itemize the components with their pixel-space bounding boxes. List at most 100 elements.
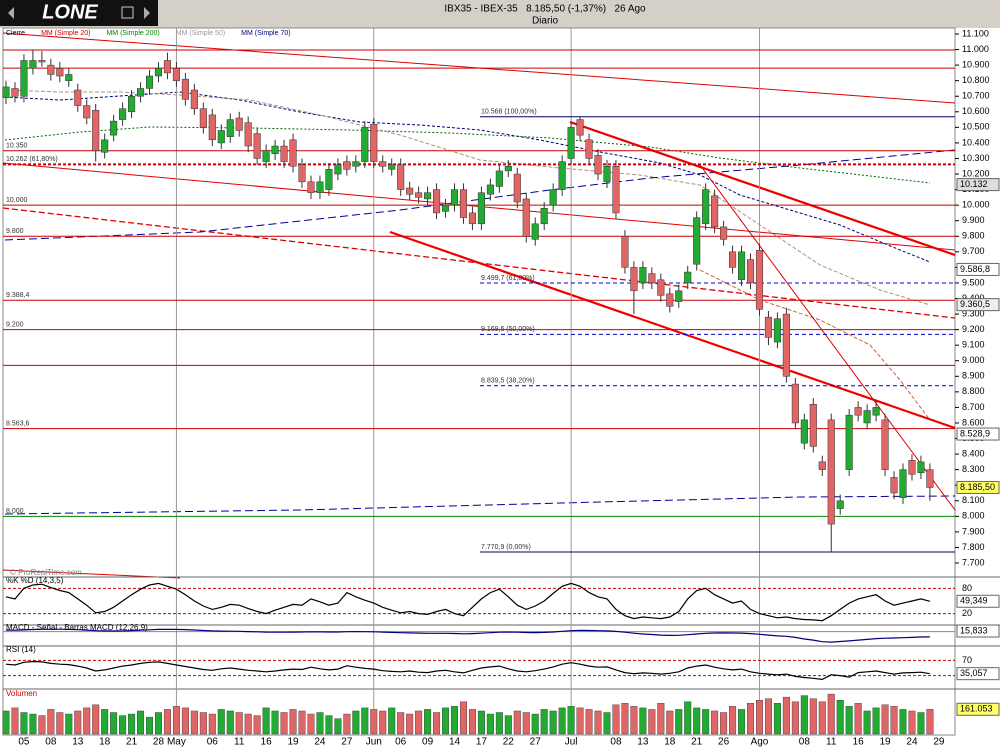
volume-bar	[693, 707, 701, 735]
candle-body	[361, 127, 369, 162]
y-tick-label: 7.800	[962, 542, 985, 552]
volume-bar	[253, 715, 261, 735]
volume-bar	[406, 713, 414, 735]
candle-body	[737, 251, 746, 281]
candle-body	[110, 120, 118, 136]
volume-bar	[199, 712, 207, 735]
candle-body	[926, 469, 934, 488]
value-box	[956, 298, 1000, 312]
volume-bar	[235, 712, 243, 735]
candle-body	[459, 189, 468, 218]
y-tick-label: 9.400	[962, 293, 985, 303]
volume-bar	[11, 707, 19, 735]
y-tick-label: 8.600	[962, 417, 985, 427]
volume-bar	[190, 710, 198, 735]
close-icon[interactable]	[121, 6, 134, 19]
legend-item: MM (Simple 200)	[106, 30, 159, 37]
value-box-label: 35,057	[960, 668, 988, 678]
x-tick-label: 13	[72, 737, 84, 748]
level-label: 9.800	[6, 228, 24, 235]
x-tick-label: 16	[261, 737, 273, 748]
volume-bar	[854, 703, 862, 735]
header-bar	[0, 0, 1000, 28]
candle-body	[2, 86, 10, 99]
candle-body	[406, 187, 414, 195]
volume-bar	[172, 706, 180, 735]
volume-bar	[486, 713, 494, 735]
candle-body	[675, 290, 683, 302]
volume-bar	[119, 715, 127, 735]
candle-body	[370, 123, 378, 162]
value-box-label: 10.132	[960, 179, 988, 189]
y-tick-label: 10.600	[962, 106, 990, 116]
y-tick-label: 20	[962, 608, 972, 618]
legend-item: MM (Simple 20)	[41, 30, 90, 37]
candle-body	[226, 119, 234, 137]
candle-body	[199, 108, 207, 128]
candle-body	[746, 259, 755, 284]
panel-title: Volumen	[6, 689, 37, 698]
volume-bar	[262, 707, 270, 735]
candle-body	[145, 75, 154, 89]
y-tick-label: 9.900	[962, 215, 985, 225]
value-box-label: 15,833	[960, 625, 988, 635]
x-tick-label: 16	[853, 737, 865, 748]
candle-body	[56, 67, 64, 77]
candle-body	[137, 88, 145, 97]
volume-bar	[307, 713, 315, 735]
value-box-label: 49,349	[960, 596, 988, 606]
level-label: 9.388,4	[6, 292, 29, 299]
value-box	[956, 624, 1000, 638]
x-tick-label: 17	[476, 737, 488, 748]
indicator-line	[5, 582, 931, 622]
y-tick-label: 10.000	[962, 200, 990, 210]
volume-bar	[648, 709, 656, 735]
y-tick-label: 8.800	[962, 386, 985, 396]
moving-average	[699, 269, 931, 421]
volume-bar	[504, 715, 512, 735]
volume-bar	[755, 700, 763, 735]
volume-bar	[226, 710, 234, 735]
volume-bar	[773, 703, 781, 735]
candle-body	[280, 145, 288, 162]
candle-body	[208, 114, 216, 141]
candle-body	[190, 89, 198, 109]
candle-body	[486, 184, 494, 195]
x-tick-label: 27	[341, 737, 353, 748]
volume-bar	[424, 709, 432, 735]
volume-bar	[298, 710, 306, 735]
candle-body	[549, 189, 557, 206]
x-tick-label: Jun	[366, 737, 382, 748]
volume-bar	[926, 709, 934, 735]
x-tick-label: 29	[933, 737, 945, 748]
candle-body	[495, 170, 503, 187]
volume-bar	[468, 709, 476, 735]
candle-body	[693, 217, 701, 265]
volume-bar	[101, 709, 109, 735]
candle-body	[594, 155, 602, 175]
volume-bar	[747, 703, 755, 735]
logo-box	[0, 0, 158, 26]
candle-body	[755, 250, 764, 310]
candle-body	[567, 127, 575, 159]
volume-bar	[818, 701, 826, 735]
y-tick-label: 11.100	[962, 28, 989, 38]
volume-bar	[271, 710, 279, 735]
fib-label: 8.839,5 (38,20%)	[481, 378, 535, 385]
volume-bar	[531, 713, 539, 735]
candle-body	[441, 204, 450, 212]
x-tick-label: 19	[287, 737, 299, 748]
candle-body	[352, 161, 360, 167]
volume-bar	[549, 710, 557, 735]
candle-body	[65, 74, 73, 81]
volume-bar	[729, 706, 737, 735]
candle-body	[818, 461, 826, 470]
y-tick-label: 7.700	[962, 557, 985, 567]
value-box	[956, 667, 1000, 681]
y-tick-label: 9.100	[962, 340, 985, 350]
volume-bar	[477, 710, 485, 735]
volume-bar	[836, 700, 844, 735]
volume-bar	[809, 698, 817, 735]
volume-bar	[280, 712, 288, 735]
candle-body	[630, 267, 638, 291]
